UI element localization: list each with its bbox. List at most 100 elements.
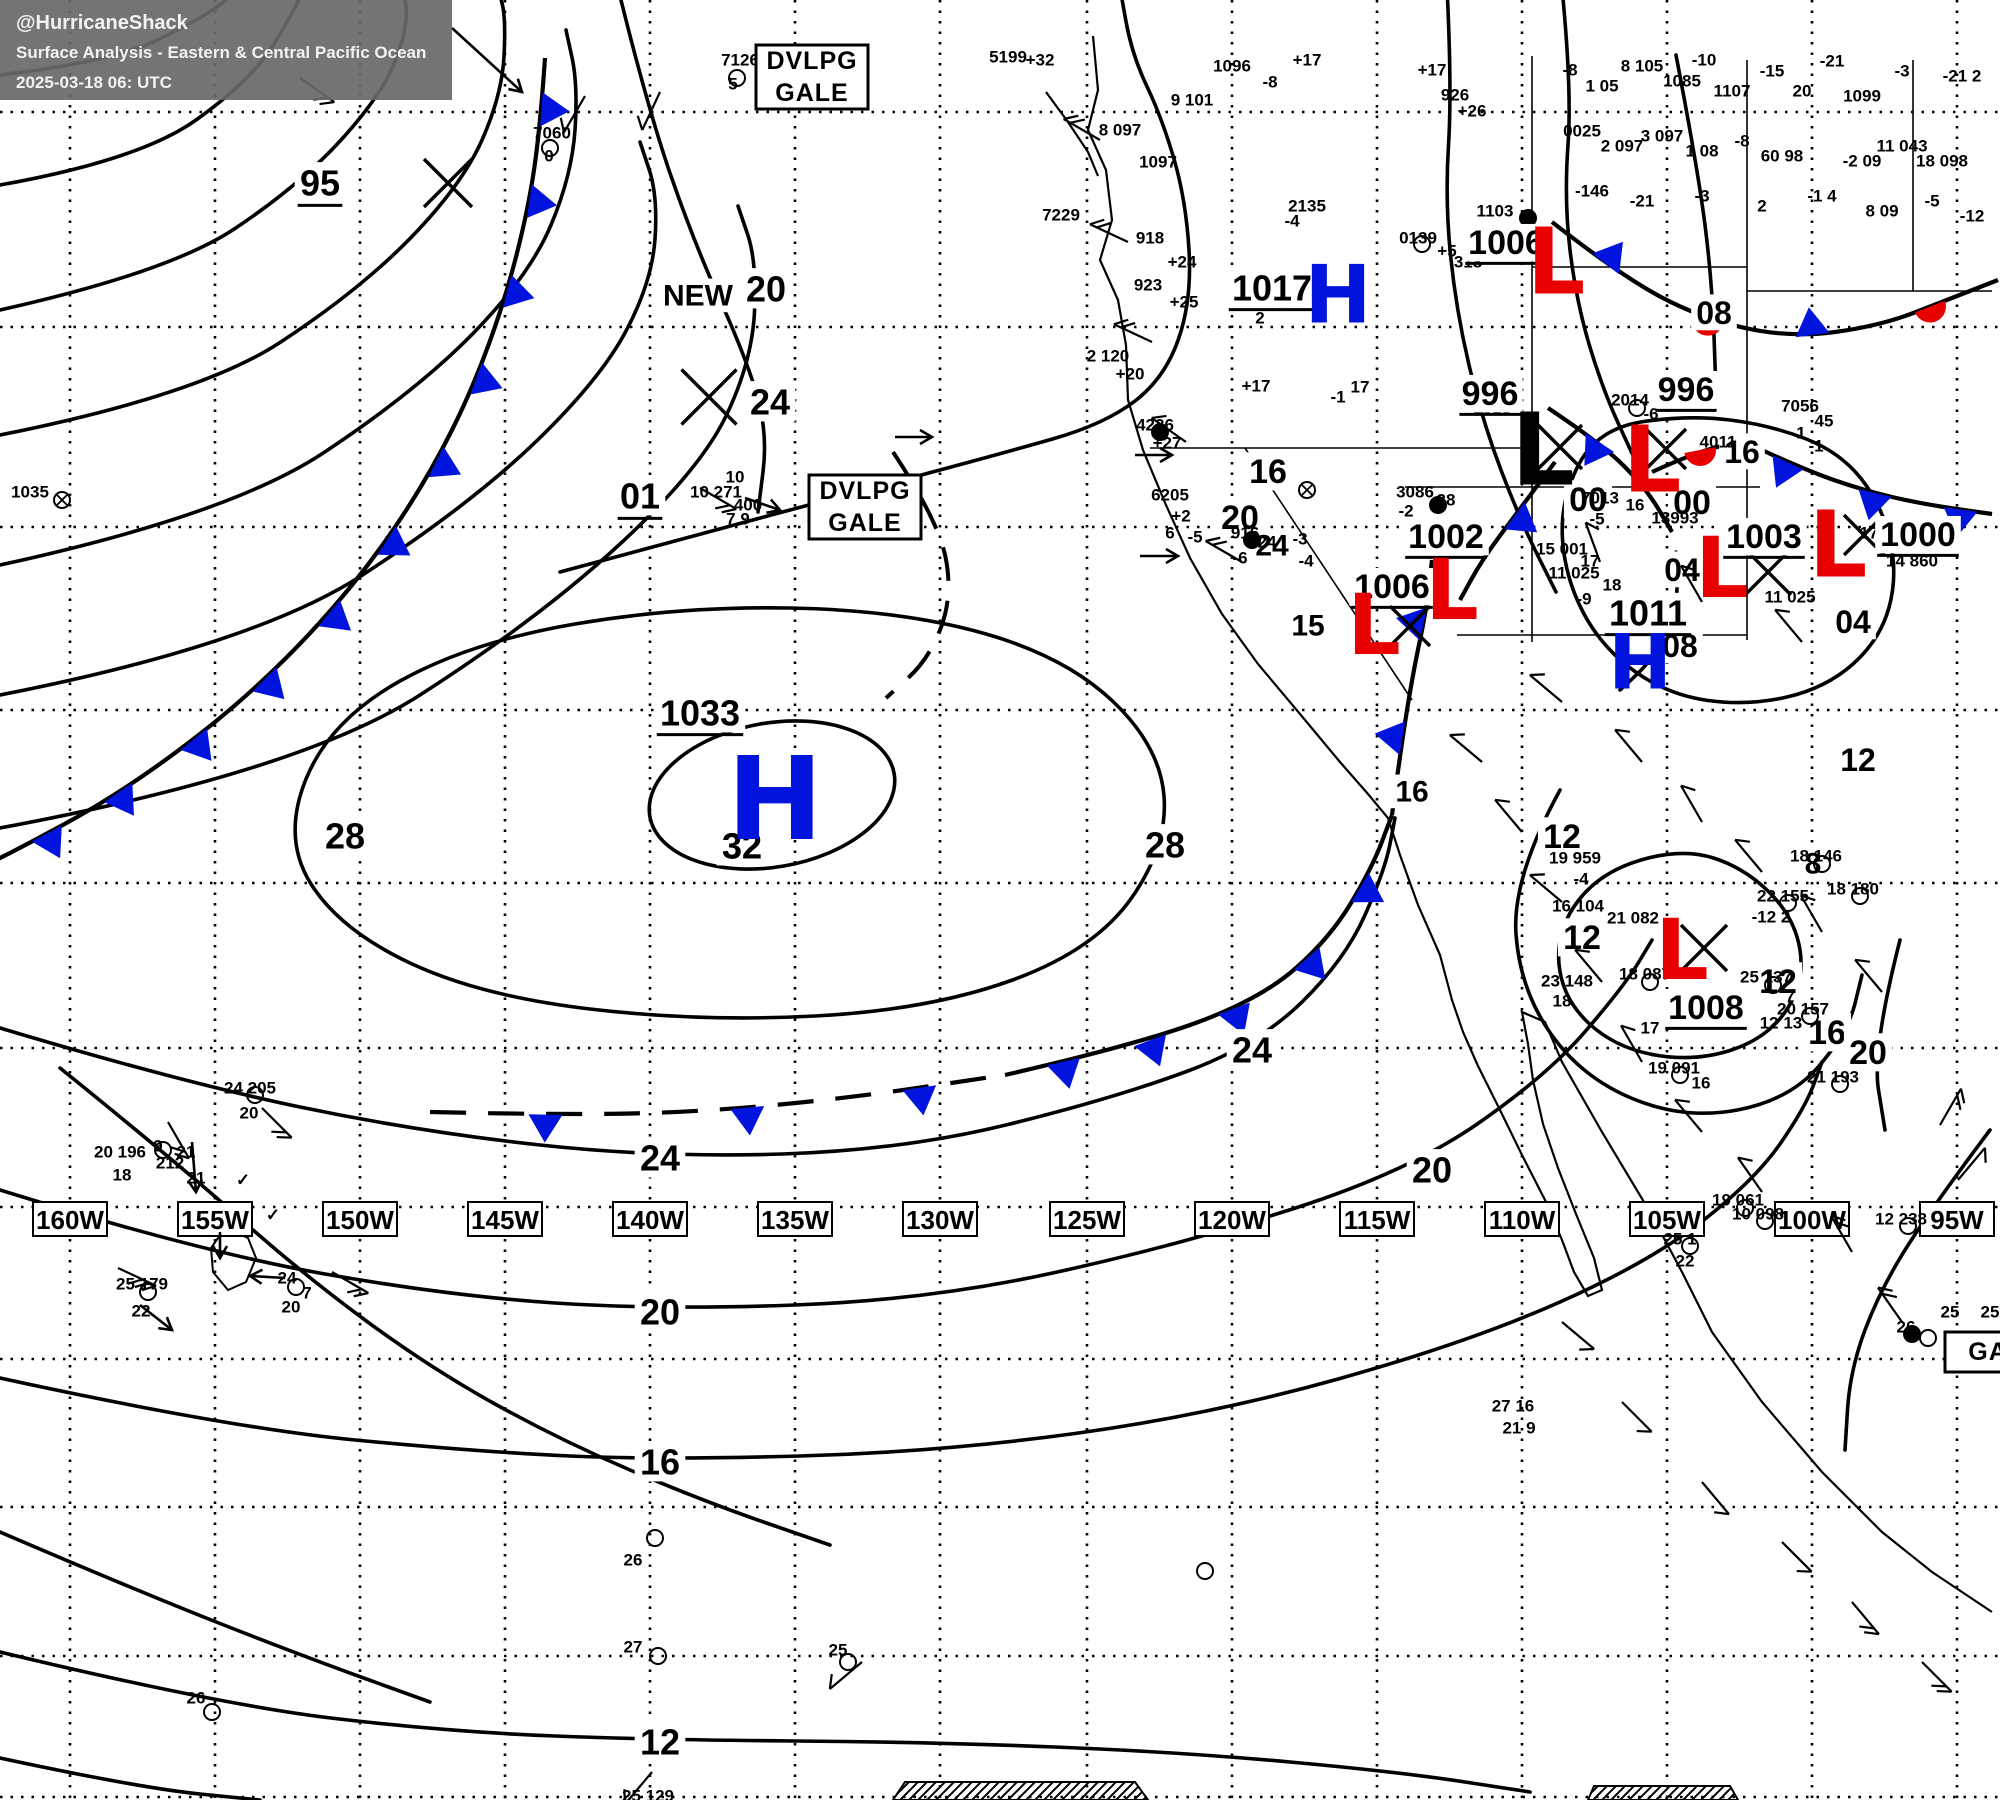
isobar-line bbox=[1556, 851, 1803, 1060]
station-value: 26 bbox=[187, 1689, 206, 1708]
cold-front-triangle-icon bbox=[252, 667, 285, 700]
cold-front-line bbox=[1546, 406, 1674, 534]
station-value: -3 bbox=[1694, 187, 1709, 206]
station-value: 923 bbox=[1134, 276, 1162, 295]
station-value: 8 105 bbox=[1621, 57, 1664, 76]
longitude-label: 140W bbox=[616, 1205, 684, 1235]
station-value: 9 bbox=[153, 1137, 162, 1156]
station-value: 25 129 bbox=[622, 1787, 674, 1800]
isobar-value-label: 24 bbox=[640, 1138, 680, 1179]
isobar-line bbox=[293, 606, 1167, 1020]
cold-front-triangle-icon bbox=[1795, 307, 1830, 338]
station-circle-icon bbox=[728, 69, 746, 87]
troughs bbox=[884, 450, 951, 700]
station-value: 12 13 bbox=[1760, 1014, 1803, 1033]
station-value: 16 bbox=[1626, 496, 1645, 515]
station-value: 2 bbox=[1255, 309, 1264, 328]
station-value: 7013 bbox=[1581, 489, 1619, 508]
station-value: -21 bbox=[1820, 52, 1845, 71]
cold-front-line bbox=[1458, 460, 1557, 602]
wind-barb-icon bbox=[1921, 1661, 1953, 1693]
station-value: -4 bbox=[1298, 552, 1314, 571]
longitude-label-box bbox=[1339, 1201, 1415, 1237]
station-value: 22 bbox=[132, 1302, 151, 1321]
wind-barb-icon bbox=[1734, 838, 1763, 873]
cold-front-triangle-icon bbox=[540, 92, 570, 127]
station-x-icon bbox=[1301, 484, 1313, 496]
longitude-label-box bbox=[322, 1201, 398, 1237]
station-value: 9 101 bbox=[1171, 91, 1214, 110]
stationary-front-line bbox=[1550, 220, 1999, 337]
gale-warning-label: GALE bbox=[1968, 1338, 2000, 1366]
longitude-label: 115W bbox=[1344, 1205, 1411, 1235]
cold-front-triangle-icon bbox=[528, 1114, 563, 1143]
isobar-value-label: 24 bbox=[1255, 530, 1289, 563]
label-mask bbox=[1226, 1029, 1278, 1070]
longitude-label-box bbox=[612, 1201, 688, 1237]
station-value: 60 98 bbox=[1761, 147, 1804, 166]
label-mask bbox=[1463, 223, 1549, 262]
station-circle-icon bbox=[1196, 1562, 1214, 1580]
label-mask bbox=[1830, 603, 1876, 640]
arrow-icon bbox=[186, 1141, 204, 1195]
station-value: -2 bbox=[1398, 502, 1413, 521]
wind-barb-icon bbox=[623, 1771, 653, 1800]
station-value: +20 bbox=[1116, 365, 1145, 384]
isobar-line bbox=[1674, 53, 1718, 394]
station-value: -8 bbox=[1262, 73, 1277, 92]
station-x-icon bbox=[56, 494, 68, 506]
wind-barb-icon bbox=[1800, 894, 1823, 933]
station-value: -15 bbox=[1760, 62, 1785, 81]
arrow-icon bbox=[895, 428, 935, 446]
island-outline bbox=[209, 1226, 258, 1292]
label-mask bbox=[634, 1291, 686, 1332]
longitude-label: 100W bbox=[1778, 1205, 1846, 1235]
cold-front-triangle-icon bbox=[730, 1106, 765, 1136]
station-value: 3086 bbox=[1396, 483, 1434, 502]
gale-warning-box bbox=[807, 473, 923, 541]
wind-barb-icon bbox=[1680, 564, 1703, 603]
longitude-label: 125W bbox=[1053, 1205, 1121, 1235]
gale-warning-label: DVLPG bbox=[819, 477, 910, 505]
label-mask bbox=[1403, 517, 1489, 556]
station-value: 6205 bbox=[1151, 486, 1189, 505]
warm-front-semicircle-icon bbox=[1684, 446, 1717, 466]
isobar-line bbox=[0, 1756, 262, 1800]
coastline bbox=[209, 35, 1993, 1613]
station-value: 1 bbox=[1796, 424, 1805, 443]
x-mark-icon bbox=[1679, 923, 1729, 973]
x-mark-icon bbox=[1644, 427, 1688, 471]
high-pressure-symbol: H bbox=[1305, 249, 1372, 342]
wind-barb-icon bbox=[1774, 608, 1803, 643]
wind-barb-icon bbox=[1150, 414, 1187, 443]
wind-barb-icon bbox=[1737, 1156, 1763, 1193]
label-mask bbox=[1691, 294, 1737, 331]
wind-barb-icon bbox=[1830, 1214, 1853, 1253]
wind-barb-icon bbox=[1494, 798, 1523, 833]
station-value: +25 bbox=[1170, 293, 1199, 312]
station-value: 16 104 bbox=[1552, 897, 1605, 916]
station-value: 22 bbox=[1676, 1252, 1695, 1271]
label-mask bbox=[1602, 592, 1694, 633]
station-value: +24 bbox=[1168, 253, 1197, 272]
station-value: -4 bbox=[1573, 870, 1589, 889]
station-value: 20 bbox=[1793, 82, 1812, 101]
hatched-band bbox=[891, 1781, 1150, 1800]
longitude-label: 135W bbox=[761, 1205, 829, 1235]
isobar-value-label: 12 bbox=[640, 1722, 680, 1763]
station-value: 12 238 bbox=[1875, 1210, 1927, 1229]
cold-front-triangle-icon bbox=[503, 274, 535, 308]
wind-barb-icon bbox=[559, 95, 586, 133]
station-value: 45 bbox=[1815, 412, 1834, 431]
station-value: -3 bbox=[1894, 62, 1909, 81]
station-value: 1035 bbox=[11, 483, 49, 502]
low-pressure-symbol: L bbox=[1623, 407, 1682, 514]
label-mask bbox=[1139, 824, 1191, 865]
station-circle-icon bbox=[1681, 1237, 1699, 1255]
cold-front-line bbox=[0, 57, 548, 861]
pressure-value-label: 1011 bbox=[1609, 593, 1687, 634]
station-value: 20 196 bbox=[94, 1143, 146, 1162]
